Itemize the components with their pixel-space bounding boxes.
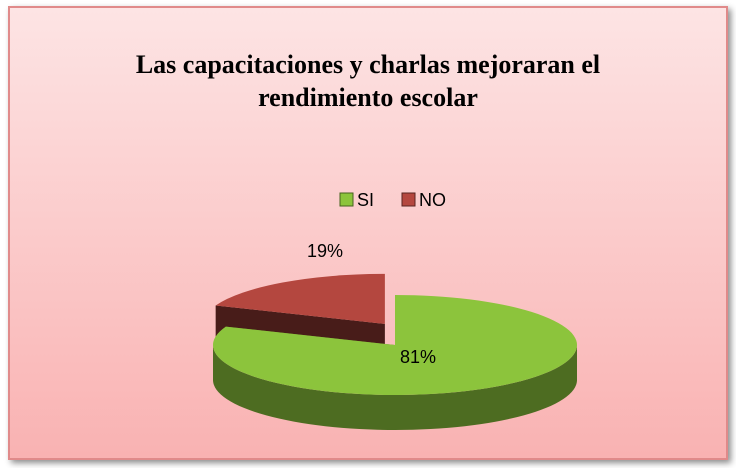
pie-slice [212, 295, 578, 395]
chart-title: Las capacitaciones y charlas mejoraran e… [135, 50, 601, 112]
legend-label: NO [419, 190, 446, 210]
data-label: 81% [400, 347, 436, 367]
legend-label: SI [357, 190, 374, 210]
pie-slice [215, 273, 385, 324]
slice-side [213, 345, 577, 430]
legend-swatch [401, 192, 416, 207]
data-label: 19% [307, 241, 343, 261]
legend-swatch [339, 192, 354, 207]
